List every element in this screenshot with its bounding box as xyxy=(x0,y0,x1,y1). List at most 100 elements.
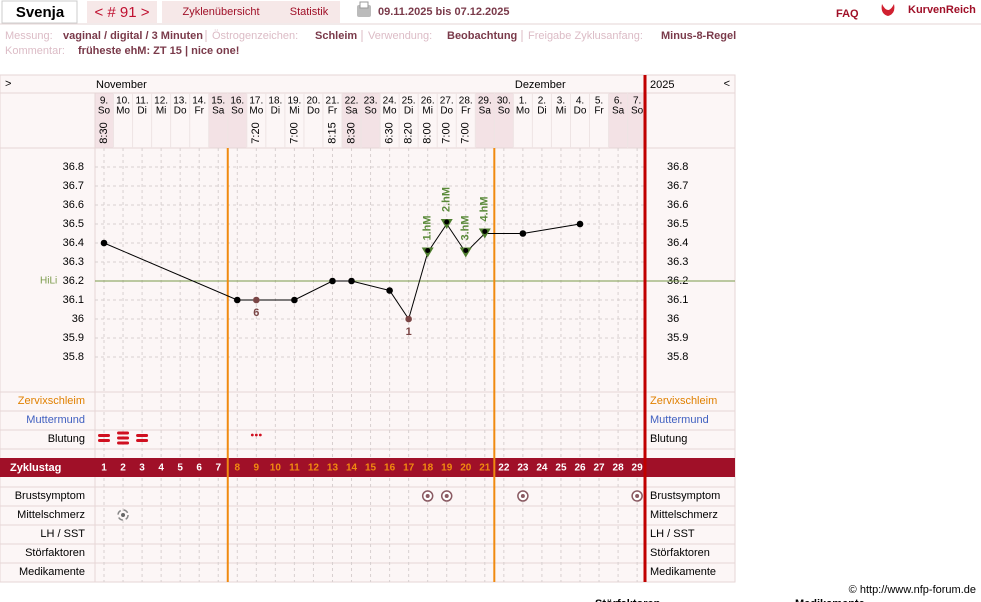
cycle-day: 8 xyxy=(234,463,240,474)
cycle-day: 28 xyxy=(613,463,625,474)
cycle-day: 4 xyxy=(158,463,164,474)
row-label-right: Brustsymptom xyxy=(650,490,720,502)
measure-time: 8:30 xyxy=(98,122,110,143)
info-value: Schleim xyxy=(315,30,357,42)
weekend-shade xyxy=(494,93,514,148)
cycle-day: 10 xyxy=(270,463,282,474)
day-weekday: So xyxy=(98,106,111,117)
measure-time: 7:00 xyxy=(441,122,453,143)
temperature-point xyxy=(100,239,108,247)
day-weekday: So xyxy=(631,106,644,117)
cycle-day: 11 xyxy=(289,463,300,474)
point-annotation: 6 xyxy=(253,307,259,319)
day-date: 18. xyxy=(268,96,282,107)
triangle-dot xyxy=(425,248,431,253)
triangle-dot xyxy=(482,229,488,234)
temperature-point xyxy=(233,296,241,304)
weekend-shade xyxy=(475,93,495,148)
measure-time: 7:00 xyxy=(460,122,472,143)
row-label: Muttermund xyxy=(26,414,85,426)
weekend-shade xyxy=(94,93,114,148)
measure-time: 7:20 xyxy=(250,122,262,143)
row-label-right: Medikamente xyxy=(650,566,716,578)
y-tick-label: 35.8 xyxy=(63,351,84,363)
row-label-right: Störfaktoren xyxy=(650,547,710,559)
day-date: 11. xyxy=(135,96,148,107)
weekend-shade xyxy=(208,93,228,148)
cycle-day: 24 xyxy=(536,463,548,474)
day-date: 2. xyxy=(538,96,546,107)
info-label: Östrogenzeichen: xyxy=(212,30,298,42)
y2-tick-label: 35.9 xyxy=(667,332,688,344)
day-weekday: Mi xyxy=(422,106,433,117)
day-date: 14. xyxy=(192,96,206,107)
chart-bg xyxy=(0,74,736,583)
day-weekday: Do xyxy=(174,106,187,117)
triangle-dot xyxy=(463,248,469,253)
temperature-point xyxy=(576,220,584,228)
day-weekday: Fr xyxy=(461,106,471,117)
tab[interactable] xyxy=(278,1,340,23)
cycle-label: Zyklustag xyxy=(10,462,61,474)
bleeding-mark xyxy=(98,434,110,442)
y-tick-label: 36.7 xyxy=(63,180,84,192)
day-weekday: Mi xyxy=(556,106,567,117)
nav-prev[interactable]: > xyxy=(5,78,11,90)
day-weekday: So xyxy=(498,106,511,117)
measure-time: 8:00 xyxy=(422,122,434,143)
cycle-day: 6 xyxy=(196,463,202,474)
tab-label[interactable]: Zyklenübersicht xyxy=(182,6,259,18)
tab[interactable] xyxy=(162,1,280,23)
point-annotation: 4.hM xyxy=(479,196,491,221)
cycle-day: 27 xyxy=(593,463,605,474)
y-tick-label: 36.1 xyxy=(63,294,84,306)
y2-tick-label: 35.8 xyxy=(667,351,688,363)
tab-label[interactable]: Statistik xyxy=(290,6,329,18)
month-name: Dezember xyxy=(515,79,566,91)
bleeding-bar xyxy=(98,439,110,442)
temperature-point xyxy=(386,287,393,294)
printer-paper[interactable] xyxy=(359,1,369,9)
day-weekday: Fr xyxy=(328,106,338,117)
day-weekday: Sa xyxy=(479,106,492,117)
day-weekday: Fr xyxy=(594,106,604,117)
brand-icon xyxy=(881,4,895,16)
bleeding-bar xyxy=(117,436,130,440)
nav-next[interactable]: < xyxy=(724,78,730,90)
weekend-shade xyxy=(342,93,362,148)
bleeding-bar xyxy=(136,439,149,442)
measure-time: 8:30 xyxy=(345,122,357,143)
info-label: Freigabe Zyklusanfang: xyxy=(528,30,643,42)
day-date: 9. xyxy=(100,96,108,107)
legend-title: Störfaktoren xyxy=(595,598,661,602)
mittelschmerz-dot xyxy=(121,513,126,517)
temperature-point xyxy=(405,315,412,323)
cycle-nav-box[interactable] xyxy=(87,1,157,23)
day-date: 16. xyxy=(230,96,244,107)
y-tick-label: 36.8 xyxy=(63,161,84,173)
comment-label: Kommentar: xyxy=(5,45,65,57)
breast-symptom-dot xyxy=(444,494,449,498)
bleeding-bar xyxy=(117,441,130,445)
row-label-right: Muttermund xyxy=(650,414,709,426)
day-weekday: So xyxy=(364,106,377,117)
cycle-day: 2 xyxy=(120,463,126,474)
faq-link[interactable]: FAQ xyxy=(836,8,859,20)
user-name: Svenja xyxy=(16,4,65,21)
y-tick-label: 35.9 xyxy=(63,332,84,344)
row-label: Störfaktoren xyxy=(25,547,85,559)
triangle-dot xyxy=(444,219,450,225)
y2-tick-label: 36.7 xyxy=(667,180,688,192)
spotting-mark xyxy=(250,433,262,437)
spotting-dot xyxy=(254,433,258,437)
row-label: Brustsymptom xyxy=(15,490,85,502)
cycle-nav[interactable]: < # 91 > xyxy=(94,4,149,21)
day-date: 13. xyxy=(173,96,187,107)
breast-symptom-dot xyxy=(635,494,640,498)
day-date: 21. xyxy=(326,96,340,107)
brand-name: KurvenReich xyxy=(908,4,976,16)
day-weekday: Mo xyxy=(249,106,263,117)
bleeding-bar xyxy=(117,431,130,435)
day-weekday: Fr xyxy=(194,106,204,117)
temperature-point xyxy=(253,296,260,304)
